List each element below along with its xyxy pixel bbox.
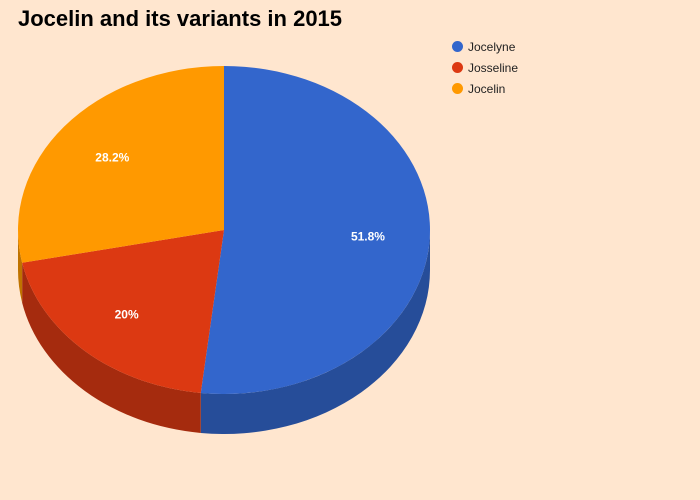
pie-slice-jocelin[interactable] <box>18 66 225 263</box>
legend-swatch <box>452 41 463 52</box>
slice-label-jocelin: 28.2% <box>95 150 129 164</box>
legend-swatch <box>452 83 463 94</box>
pie-sides <box>18 230 430 434</box>
slice-label-josseline: 20% <box>115 308 139 322</box>
slice-label-jocelyne: 51.8% <box>351 229 385 243</box>
chart-title: Jocelin and its variants in 2015 <box>18 6 343 31</box>
pie-tops <box>18 66 431 395</box>
legend-item-jocelin[interactable]: Jocelin <box>452 78 518 99</box>
pie-slice-jocelyne[interactable] <box>200 66 431 395</box>
pie-labels: 51.8% 20% 28.2% <box>95 150 385 321</box>
legend-item-josseline[interactable]: Josseline <box>452 57 518 78</box>
pie-side-jocelyne <box>200 230 430 434</box>
pie-side-jocelin <box>18 230 23 303</box>
pie-side-josseline <box>22 262 201 433</box>
legend-label: Jocelin <box>468 81 506 96</box>
legend-item-jocelyne[interactable]: Jocelyne <box>452 36 518 57</box>
legend-swatch <box>452 62 463 73</box>
legend-label: Josseline <box>468 60 519 75</box>
legend: Jocelyne Josseline Jocelin <box>452 36 518 99</box>
pie-slice-josseline[interactable] <box>22 230 225 393</box>
legend-label: Jocelyne <box>468 39 516 54</box>
